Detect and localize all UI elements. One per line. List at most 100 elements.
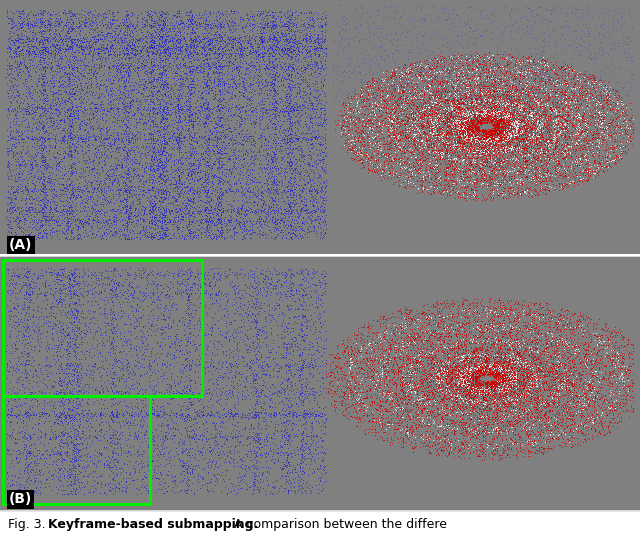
Point	[13, 317, 23, 326]
Point	[570, 112, 580, 121]
Point	[149, 214, 159, 223]
Point	[203, 147, 213, 155]
Point	[79, 220, 90, 229]
Point	[484, 119, 495, 128]
Point	[15, 47, 25, 56]
Point	[237, 155, 248, 163]
Point	[427, 132, 437, 140]
Point	[298, 294, 308, 302]
Point	[468, 339, 478, 348]
Point	[168, 24, 179, 32]
Point	[236, 50, 246, 59]
Point	[118, 146, 129, 154]
Point	[481, 119, 492, 127]
Point	[4, 410, 14, 419]
Point	[466, 346, 476, 355]
Point	[428, 101, 438, 109]
Point	[538, 148, 548, 156]
Point	[515, 115, 525, 123]
Point	[104, 19, 115, 27]
Point	[188, 195, 198, 203]
Point	[460, 155, 470, 164]
Point	[113, 388, 124, 397]
Point	[73, 371, 83, 380]
Point	[456, 66, 467, 75]
Point	[139, 412, 149, 420]
Point	[544, 422, 554, 431]
Point	[527, 20, 538, 29]
Point	[368, 120, 378, 129]
Point	[595, 123, 605, 132]
Point	[430, 146, 440, 155]
Point	[454, 164, 465, 173]
Point	[77, 199, 87, 208]
Point	[68, 40, 79, 49]
Point	[437, 134, 447, 143]
Point	[474, 105, 484, 113]
Point	[492, 108, 502, 116]
Point	[147, 118, 157, 127]
Point	[552, 409, 563, 417]
Point	[528, 153, 538, 161]
Point	[508, 422, 518, 431]
Point	[536, 401, 547, 410]
Point	[148, 134, 159, 142]
Point	[586, 171, 596, 180]
Point	[441, 410, 451, 419]
Point	[564, 363, 575, 371]
Point	[400, 123, 410, 132]
Point	[300, 449, 310, 458]
Point	[262, 63, 272, 71]
Point	[117, 487, 127, 495]
Point	[457, 438, 467, 447]
Point	[420, 68, 431, 77]
Point	[123, 134, 133, 142]
Point	[382, 34, 392, 43]
Point	[514, 57, 524, 66]
Point	[469, 141, 479, 149]
Point	[141, 426, 151, 434]
Point	[253, 43, 263, 51]
Point	[204, 110, 214, 119]
Point	[133, 409, 143, 417]
Point	[532, 120, 543, 128]
Point	[343, 349, 353, 357]
Point	[303, 208, 313, 216]
Point	[541, 378, 552, 387]
Point	[492, 368, 502, 376]
Point	[340, 130, 351, 139]
Point	[7, 70, 17, 78]
Point	[266, 310, 276, 319]
Point	[398, 91, 408, 99]
Point	[598, 136, 609, 144]
Point	[379, 162, 389, 171]
Point	[296, 431, 307, 440]
Point	[605, 59, 616, 68]
Point	[462, 114, 472, 123]
Point	[524, 143, 534, 151]
Point	[534, 407, 545, 416]
Point	[524, 57, 534, 66]
Point	[12, 163, 22, 172]
Point	[31, 97, 42, 106]
Point	[257, 443, 268, 451]
Point	[558, 353, 568, 362]
Point	[93, 30, 104, 39]
Point	[413, 395, 424, 404]
Point	[207, 348, 217, 357]
Point	[423, 394, 433, 403]
Point	[490, 355, 500, 364]
Point	[63, 331, 74, 340]
Point	[144, 181, 154, 190]
Point	[340, 379, 351, 388]
Point	[163, 171, 173, 179]
Point	[259, 334, 269, 342]
Point	[62, 197, 72, 205]
Point	[577, 115, 588, 124]
Point	[584, 314, 594, 323]
Point	[276, 11, 287, 20]
Point	[200, 191, 210, 200]
Point	[60, 117, 70, 126]
Point	[175, 285, 186, 293]
Point	[209, 437, 219, 446]
